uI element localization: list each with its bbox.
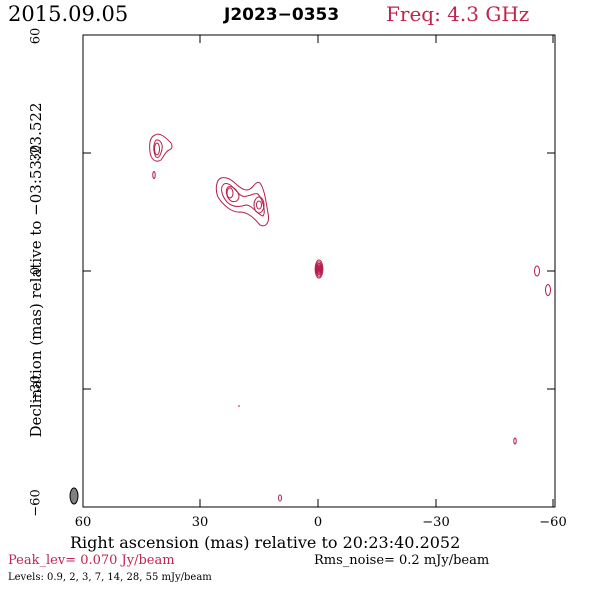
x-tick-label: −30	[422, 515, 450, 530]
core-contour-ring	[315, 261, 323, 277]
jet-component-mid	[215, 177, 269, 227]
restoring-beam	[69, 487, 79, 505]
jet-component-ne	[149, 133, 173, 179]
source-name: J2023−0353	[224, 5, 340, 25]
x-axis-label: Right ascension (mas) relative to 20:23:…	[70, 533, 461, 552]
rms-noise: Rms_noise= 0.2 mJy/beam	[314, 553, 490, 568]
x-tick-label: 30	[191, 515, 209, 530]
noise-contours	[238, 265, 551, 502]
axis-ticks	[82, 35, 555, 507]
core-contour-ring	[314, 259, 324, 279]
core-contour-ring	[317, 265, 321, 273]
x-tick-label: −60	[539, 515, 567, 530]
contour-levels: Levels: 0.9, 2, 3, 7, 14, 28, 55 mJy/bea…	[8, 572, 212, 583]
frequency-label: Freq: 4.3 GHz	[386, 2, 530, 26]
x-tick-label: 0	[313, 515, 323, 530]
observation-date: 2015.09.05	[8, 2, 129, 26]
core-contours	[314, 259, 324, 279]
core-contour-ring	[318, 267, 320, 271]
peak-level: Peak_lev= 0.070 Jy/beam	[8, 553, 175, 568]
x-tick-label: 60	[74, 515, 92, 530]
core-contour-ring	[315, 262, 323, 276]
core-contour-ring	[316, 264, 322, 274]
